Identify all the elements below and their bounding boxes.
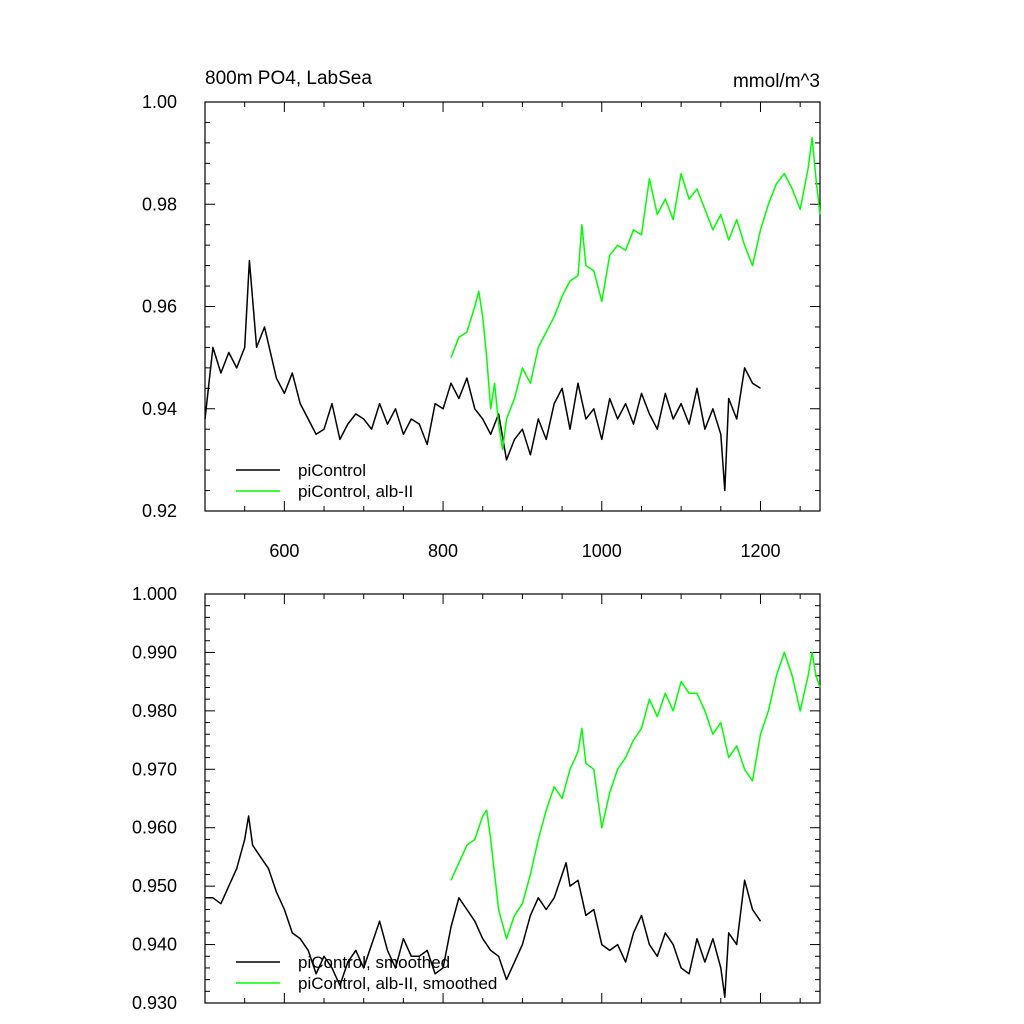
legend-label: piControl, alb-II, smoothed <box>298 974 497 993</box>
legend-label: piControl, smoothed <box>298 953 450 972</box>
y-tick-label: 0.930 <box>132 993 177 1013</box>
legend-label: piControl, alb-II <box>298 482 413 501</box>
plot-frame <box>204 593 821 1004</box>
x-tick-label: 1200 <box>740 541 780 561</box>
top-units-label: mmol/m^3 <box>733 71 820 92</box>
y-tick-label: 0.950 <box>132 876 177 896</box>
x-tick-label: 800 <box>428 541 458 561</box>
series-line-2 <box>450 651 821 940</box>
y-tick-label: 0.990 <box>132 642 177 662</box>
bottom-panel: 0.930 0.940 0.950 0.960 0.970 0.980 0.990 1.000… <box>132 584 821 1013</box>
y-tick-label: 0.980 <box>132 701 177 721</box>
plot-frame <box>204 101 821 512</box>
legend-label: piControl <box>298 461 366 480</box>
y-tick-label: 0.98 <box>142 194 177 214</box>
y-tick-label: 0.940 <box>132 935 177 955</box>
y-tick-label: 0.92 <box>142 501 177 521</box>
series-line-1 <box>204 259 761 492</box>
y-tick-label: 1.00 <box>142 92 177 112</box>
x-tick-label: 600 <box>269 541 299 561</box>
y-tick-label: 0.970 <box>132 759 177 779</box>
y-tick-label: 1.000 <box>132 584 177 604</box>
top-title: 800m PO4, LabSea <box>205 68 372 89</box>
y-tick-label: 0.960 <box>132 818 177 838</box>
y-tick-label: 0.94 <box>142 399 177 419</box>
x-tick-label: 1000 <box>582 541 622 561</box>
series-line-2 <box>450 137 821 451</box>
y-tick-label: 0.96 <box>142 297 177 317</box>
series-line-1 <box>205 815 762 998</box>
top-panel: 800m PO4, LabSea mmol/m^3 0.92 0.94 0.96 0.… <box>142 68 821 561</box>
